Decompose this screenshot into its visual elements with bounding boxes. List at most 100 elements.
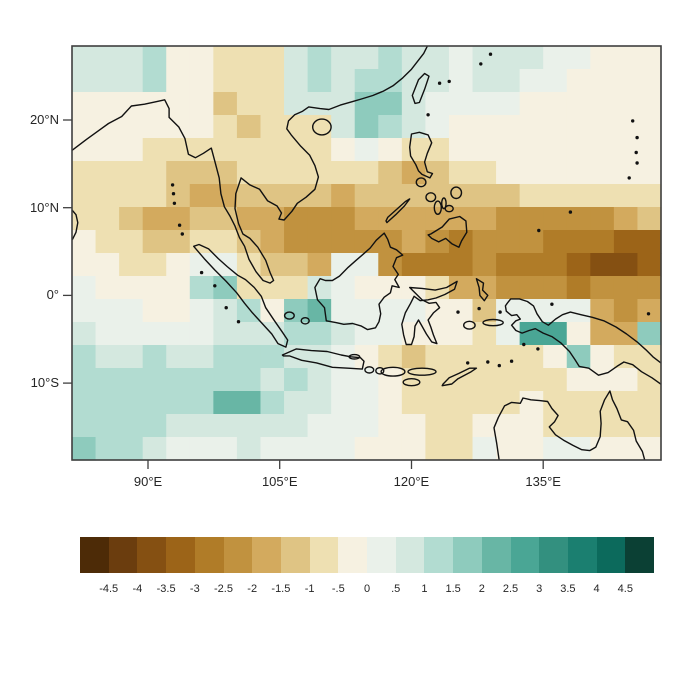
grid-cell bbox=[213, 207, 238, 231]
grid-cell bbox=[72, 276, 97, 300]
grid-cell bbox=[448, 276, 474, 300]
grid-cell bbox=[166, 161, 191, 185]
grid-cell bbox=[401, 92, 426, 116]
grid-cell bbox=[307, 414, 332, 438]
grid-cell bbox=[543, 230, 568, 254]
grid-cell bbox=[637, 207, 662, 231]
y-tick-3: 10°S bbox=[30, 375, 59, 391]
grid-cell bbox=[472, 184, 497, 208]
grid-cell bbox=[354, 115, 379, 139]
grid-cell bbox=[72, 230, 97, 254]
grid-cell bbox=[260, 230, 285, 254]
grid-cell bbox=[590, 345, 615, 369]
grid-cell bbox=[637, 69, 662, 93]
grid-cell bbox=[166, 207, 191, 231]
grid-cell bbox=[142, 115, 167, 139]
grid-cell bbox=[637, 230, 662, 254]
colorbar-segment bbox=[367, 537, 396, 573]
grid-cell bbox=[566, 345, 591, 369]
grid-cell bbox=[189, 207, 214, 231]
grid-cell bbox=[284, 276, 309, 300]
grid-cell bbox=[236, 115, 262, 139]
grid-cell bbox=[566, 299, 591, 323]
colorbar-tick-label: 4.5 bbox=[617, 583, 633, 595]
grid-cell bbox=[236, 207, 262, 231]
colorbar-segment bbox=[309, 537, 339, 573]
grid-cell bbox=[307, 207, 332, 231]
grid-cell bbox=[472, 276, 497, 300]
grid-cell bbox=[425, 391, 450, 415]
grid-cell bbox=[189, 115, 214, 139]
colorbar-tick-label: -.5 bbox=[331, 583, 345, 595]
grid-cell bbox=[448, 46, 474, 70]
grid-cell bbox=[613, 115, 639, 139]
colorbar-segment bbox=[108, 537, 138, 573]
grid-cell bbox=[378, 138, 403, 162]
grid-cell bbox=[72, 391, 97, 415]
grid-cell bbox=[543, 391, 568, 415]
grid-cell bbox=[307, 276, 332, 300]
grid-cell bbox=[519, 437, 544, 461]
grid-cell bbox=[590, 230, 615, 254]
grid-cell bbox=[613, 184, 639, 208]
grid-cell bbox=[213, 368, 238, 392]
grid-cell bbox=[496, 230, 521, 254]
grid-cell bbox=[284, 138, 309, 162]
grid-cell bbox=[590, 69, 615, 93]
grid-cell bbox=[519, 368, 544, 392]
grid-cell bbox=[354, 414, 379, 438]
grid-cell bbox=[637, 161, 662, 185]
grid-cell bbox=[472, 115, 497, 139]
grid-cell bbox=[354, 391, 379, 415]
colorbar-segment bbox=[395, 537, 425, 573]
grid-cell bbox=[260, 184, 285, 208]
grid-cell bbox=[189, 92, 214, 116]
grid-cell bbox=[354, 230, 379, 254]
grid-cell bbox=[119, 437, 144, 461]
grid-cell bbox=[284, 230, 309, 254]
grid-cell bbox=[72, 368, 97, 392]
grid-cell bbox=[284, 391, 309, 415]
colorbar bbox=[80, 537, 655, 573]
grid-cell bbox=[566, 161, 591, 185]
grid-cell bbox=[236, 345, 262, 369]
grid-cell bbox=[448, 414, 474, 438]
grid-cell bbox=[189, 414, 214, 438]
grid-cell bbox=[566, 253, 591, 277]
grid-cell bbox=[72, 161, 97, 185]
grid-cell bbox=[236, 276, 262, 300]
grid-cell bbox=[519, 46, 544, 70]
grid-cell bbox=[142, 207, 167, 231]
grid-cell bbox=[496, 207, 521, 231]
grid-cell bbox=[378, 46, 403, 70]
grid-cell bbox=[142, 184, 167, 208]
colorbar-segment bbox=[453, 537, 482, 573]
grid-cell bbox=[401, 115, 426, 139]
grid-cell bbox=[72, 184, 97, 208]
grid-cell bbox=[119, 368, 144, 392]
grid-cell bbox=[354, 46, 379, 70]
grid-cell bbox=[378, 115, 403, 139]
grid-cell bbox=[448, 253, 474, 277]
grid-cell bbox=[213, 299, 238, 323]
grid-cell bbox=[331, 138, 356, 162]
grid-cell bbox=[166, 368, 191, 392]
grid-cell bbox=[119, 46, 144, 70]
grid-cell bbox=[213, 184, 238, 208]
grid-cell bbox=[95, 437, 120, 461]
grid-cell bbox=[613, 230, 639, 254]
grid-cell bbox=[260, 92, 285, 116]
grid-cell bbox=[166, 276, 191, 300]
grid-cell bbox=[472, 92, 497, 116]
grid-cell bbox=[354, 161, 379, 185]
grid-cell bbox=[590, 322, 615, 346]
grid-cell bbox=[519, 276, 544, 300]
grid-cell bbox=[331, 276, 356, 300]
grid-cell bbox=[236, 322, 262, 346]
grid-cell bbox=[613, 414, 639, 438]
grid-cell bbox=[566, 69, 591, 93]
grid-cell bbox=[425, 253, 450, 277]
grid-cell bbox=[189, 230, 214, 254]
colorbar-segment bbox=[539, 537, 568, 573]
grid-cell bbox=[354, 276, 379, 300]
